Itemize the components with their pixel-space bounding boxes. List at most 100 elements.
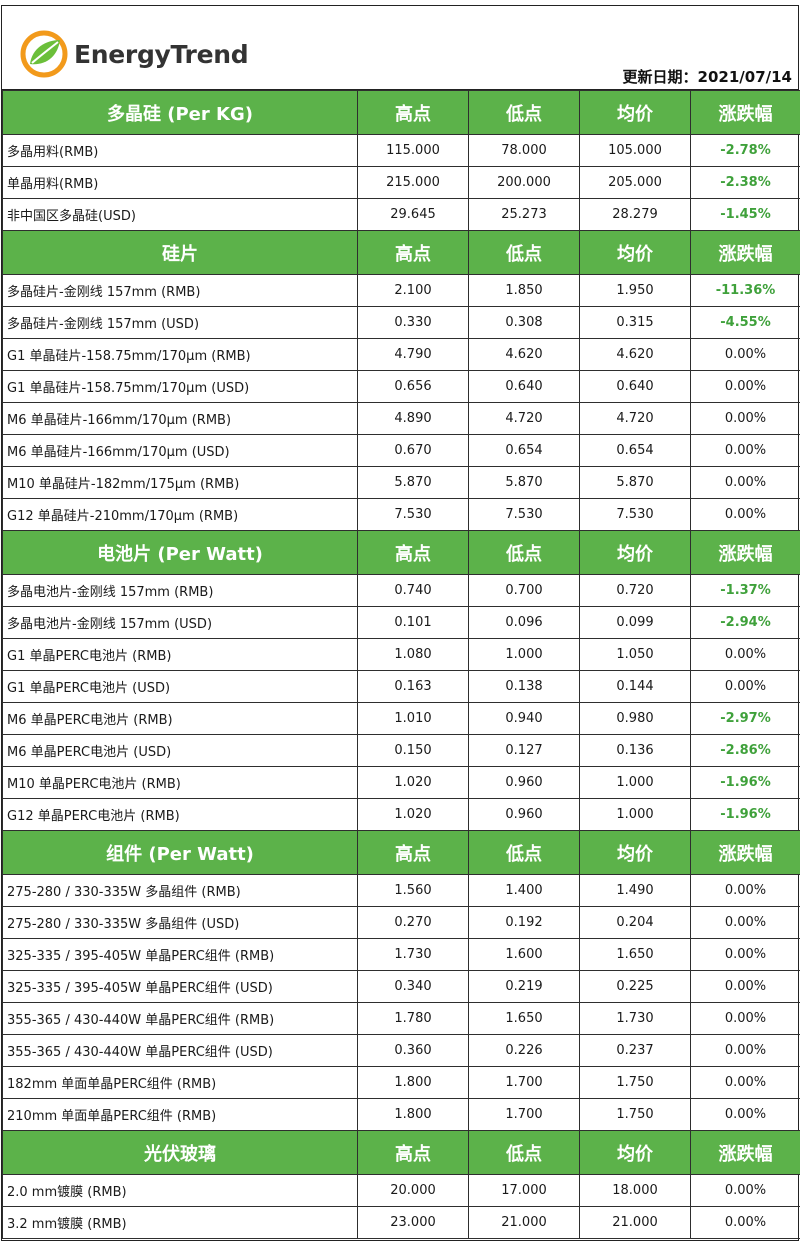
low-value: 1.000 [469,639,580,671]
low-value: 0.640 [469,371,580,403]
item-name: G1 单晶硅片-158.75mm/170μm (RMB) [3,339,358,371]
column-header: 低点 [469,531,580,575]
section-header: 光伏玻璃高点低点均价涨跌幅 [3,1131,800,1175]
avg-value: 18.000 [580,1175,691,1207]
low-value: 0.138 [469,671,580,703]
change-value: -2.86% [691,735,800,767]
change-value: -2.97% [691,703,800,735]
column-header: 高点 [358,91,469,135]
change-value: -1.96% [691,799,800,831]
avg-value: 4.720 [580,403,691,435]
item-name: 210mm 单面单晶PERC组件 (RMB) [3,1099,358,1131]
change-value: 0.00% [691,1175,800,1207]
change-value: 0.00% [691,1067,800,1099]
high-value: 1.780 [358,1003,469,1035]
column-header: 均价 [580,91,691,135]
section-header: 硅片高点低点均价涨跌幅 [3,231,800,275]
item-name: 3.2 mm镀膜 (RMB) [3,1207,358,1239]
brand-name: EnergyTrend [74,40,248,69]
avg-value: 7.530 [580,499,691,531]
item-name: 355-365 / 430-440W 单晶PERC组件 (USD) [3,1035,358,1067]
change-value: -1.45% [691,199,800,231]
change-value: -1.37% [691,575,800,607]
avg-value: 0.640 [580,371,691,403]
item-name: 多晶硅片-金刚线 157mm (USD) [3,307,358,339]
column-header: 低点 [469,91,580,135]
change-value: 0.00% [691,403,800,435]
avg-value: 0.315 [580,307,691,339]
item-name: 182mm 单面单晶PERC组件 (RMB) [3,1067,358,1099]
low-value: 0.308 [469,307,580,339]
high-value: 1.080 [358,639,469,671]
high-value: 2.100 [358,275,469,307]
low-value: 25.273 [469,199,580,231]
low-value: 200.000 [469,167,580,199]
column-header: 高点 [358,531,469,575]
avg-value: 1.000 [580,799,691,831]
avg-value: 0.136 [580,735,691,767]
section-header: 电池片 (Per Watt)高点低点均价涨跌幅 [3,531,800,575]
section-title: 组件 (Per Watt) [3,831,358,875]
change-value: -1.96% [691,767,800,799]
high-value: 0.101 [358,607,469,639]
item-name: 多晶电池片-金刚线 157mm (USD) [3,607,358,639]
column-header: 低点 [469,231,580,275]
avg-value: 1.050 [580,639,691,671]
brand-logo: EnergyTrend [20,30,248,78]
avg-value: 0.980 [580,703,691,735]
change-value: 0.00% [691,435,800,467]
avg-value: 28.279 [580,199,691,231]
change-value: -2.38% [691,167,800,199]
avg-value: 105.000 [580,135,691,167]
low-value: 0.219 [469,971,580,1003]
column-header: 均价 [580,831,691,875]
avg-value: 0.144 [580,671,691,703]
high-value: 0.163 [358,671,469,703]
column-header: 均价 [580,231,691,275]
change-value: -4.55% [691,307,800,339]
column-header: 低点 [469,831,580,875]
section-title: 光伏玻璃 [3,1131,358,1175]
section-title: 多晶硅 (Per KG) [3,91,358,135]
avg-value: 1.730 [580,1003,691,1035]
change-value: 0.00% [691,939,800,971]
change-value: 0.00% [691,1207,800,1239]
change-value: 0.00% [691,671,800,703]
avg-value: 0.204 [580,907,691,939]
column-header: 涨跌幅 [691,231,800,275]
item-name: 275-280 / 330-335W 多晶组件 (USD) [3,907,358,939]
high-value: 0.340 [358,971,469,1003]
change-value: 0.00% [691,371,800,403]
avg-value: 1.650 [580,939,691,971]
high-value: 5.870 [358,467,469,499]
price-report-sheet: EnergyTrend 更新日期：2021/07/14 多晶硅 (Per KG)… [1,5,799,1241]
item-name: 325-335 / 395-405W 单晶PERC组件 (USD) [3,971,358,1003]
avg-value: 0.225 [580,971,691,1003]
section-header: 组件 (Per Watt)高点低点均价涨跌幅 [3,831,800,875]
high-value: 1.010 [358,703,469,735]
item-name: G1 单晶PERC电池片 (RMB) [3,639,358,671]
avg-value: 205.000 [580,167,691,199]
low-value: 1.650 [469,1003,580,1035]
avg-value: 0.654 [580,435,691,467]
high-value: 1.800 [358,1067,469,1099]
item-name: G1 单晶PERC电池片 (USD) [3,671,358,703]
change-value: 0.00% [691,971,800,1003]
low-value: 0.127 [469,735,580,767]
low-value: 0.192 [469,907,580,939]
column-header: 涨跌幅 [691,1131,800,1175]
high-value: 0.670 [358,435,469,467]
high-value: 0.656 [358,371,469,403]
